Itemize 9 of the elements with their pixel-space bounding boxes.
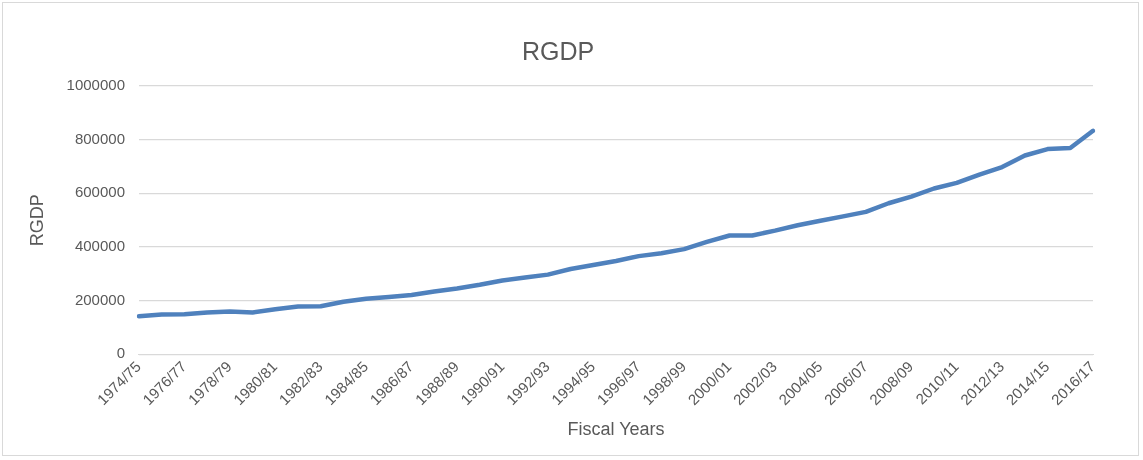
y-axis-title: RGDP (26, 194, 47, 247)
y-tick-label: 400000 (74, 237, 125, 255)
y-tick-label: 600000 (74, 183, 125, 201)
x-axis-title: Fiscal Years (567, 419, 665, 440)
y-tick-label: 200000 (74, 290, 125, 308)
y-tick-label: 1000000 (66, 76, 125, 94)
y-tick-label: 0 (116, 344, 125, 362)
chart-title: RGDP (521, 36, 595, 65)
y-tick-label: 800000 (74, 129, 125, 147)
